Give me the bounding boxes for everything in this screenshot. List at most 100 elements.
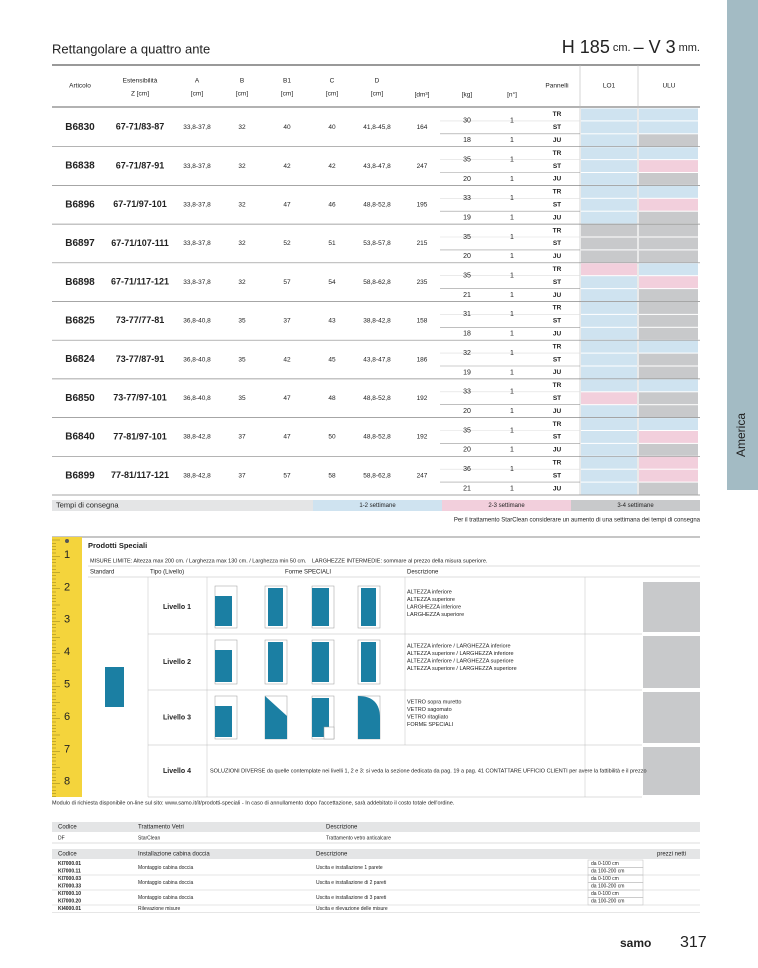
delivery-time: 1-2 settimane	[359, 503, 396, 509]
col-header: [kg]	[462, 92, 473, 99]
size-part: – V 3	[634, 37, 676, 57]
level-desc: ALTEZZA inferiore / LARGHEZZA inferiore	[407, 643, 511, 649]
cell: 32	[238, 240, 246, 247]
inst-type: Rilevazione misure	[138, 906, 180, 912]
cell: 164	[417, 124, 428, 131]
weight: 31	[463, 311, 471, 318]
count: 1	[510, 427, 514, 434]
panel-lo1	[581, 469, 637, 482]
extension: 77-81/117-121	[111, 470, 169, 480]
panel-label: ST	[553, 163, 561, 170]
article-code: B6898	[65, 277, 95, 288]
cell: 57	[283, 279, 291, 286]
shape	[312, 642, 329, 682]
cell: 37	[238, 472, 246, 479]
weight: 35	[463, 234, 471, 241]
weight: 18	[463, 137, 471, 144]
panel-label: ST	[553, 124, 561, 131]
panel-ulu	[639, 289, 698, 301]
cell: 32	[238, 201, 246, 208]
panel-ulu	[639, 379, 698, 392]
panel-lo1	[581, 379, 637, 392]
cell: 38,8-42,8	[183, 472, 211, 479]
cell: 47	[283, 395, 291, 402]
count: 1	[510, 408, 514, 415]
in-header: prezzi netti	[657, 852, 686, 858]
panel-lo1	[581, 418, 637, 430]
range: da 100-200 cm	[591, 884, 624, 890]
panel-ulu	[639, 314, 698, 327]
panel-label: JU	[553, 292, 562, 299]
panel-ulu	[639, 366, 698, 379]
cell: 33,8-37,8	[183, 201, 211, 208]
shape	[361, 588, 376, 626]
panel-ulu	[639, 263, 698, 276]
level-desc: VETRO ritagliato	[407, 714, 448, 720]
in-header: Installazione cabina doccia	[138, 852, 210, 858]
cell: 37	[283, 318, 291, 325]
level-desc: LARGHEZZA superiore	[407, 612, 464, 618]
cell: 32	[238, 279, 246, 286]
level-side	[643, 747, 700, 795]
col-header: [cm]	[236, 91, 248, 98]
panel-ulu	[639, 173, 698, 185]
tr-head-bg	[52, 822, 700, 832]
weight: 36	[463, 466, 471, 473]
ruler-number: 1	[64, 549, 70, 561]
special-header: Forme SPECIALI	[285, 570, 331, 576]
cell: 43	[328, 318, 336, 325]
shape-frame	[264, 639, 288, 685]
article-code: B6838	[65, 161, 95, 172]
count: 1	[510, 447, 514, 454]
panel-lo1	[581, 263, 637, 276]
page-number: 317	[680, 934, 707, 951]
cell: 35	[238, 356, 246, 363]
side-tab-label: America	[734, 413, 748, 457]
panel-label: JU	[553, 408, 562, 415]
cell: 43,8-47,8	[363, 163, 391, 170]
count: 1	[510, 214, 514, 221]
level-desc: VETRO sopra muretto	[407, 699, 461, 705]
code: KI4000.01	[58, 906, 81, 912]
count: 1	[510, 485, 514, 492]
panel-ulu	[639, 185, 698, 198]
col-header: [cm]	[371, 91, 383, 98]
panel-lo1	[581, 392, 637, 405]
panel-ulu	[639, 302, 698, 314]
panel-label: ST	[553, 240, 561, 247]
panel-label: ST	[553, 201, 561, 208]
panel-label: JU	[553, 176, 562, 183]
in-header: Descrizione	[316, 852, 348, 858]
article-code: B6896	[65, 199, 95, 210]
panel-label: TR	[553, 421, 562, 428]
ruler-number: 8	[64, 776, 70, 788]
panel-label: ST	[553, 395, 561, 402]
cell: 45	[328, 356, 336, 363]
count: 1	[510, 350, 514, 357]
tr-cell: StarClean	[138, 835, 160, 841]
article-code: B6825	[65, 315, 95, 326]
cell: 57	[283, 472, 291, 479]
panel-label: ST	[553, 279, 561, 286]
count: 1	[510, 273, 514, 280]
ruler-number: 2	[64, 581, 70, 593]
panel-ulu	[639, 160, 698, 172]
count: 1	[510, 253, 514, 260]
col-header: Estensibilità	[123, 78, 158, 85]
ruler-number: 5	[64, 679, 70, 691]
code: KI7000.20	[58, 899, 81, 905]
panel-label: JU	[553, 253, 562, 260]
in-head-bg	[52, 849, 700, 859]
level-desc: FORME SPECIALI	[407, 722, 454, 728]
cell: 38,8-42,8	[183, 434, 211, 441]
delivery-cell	[571, 500, 700, 511]
panel-lo1	[581, 456, 637, 469]
shape-frame	[357, 639, 381, 685]
extension: 67-71/97-101	[113, 199, 167, 209]
col-header: B1	[283, 78, 291, 85]
delivery-cell	[313, 500, 442, 511]
tr-cell: DF	[58, 835, 65, 841]
inst-desc: Uscita e rilevazione delle misure	[316, 906, 388, 912]
cell: 247	[417, 163, 428, 170]
